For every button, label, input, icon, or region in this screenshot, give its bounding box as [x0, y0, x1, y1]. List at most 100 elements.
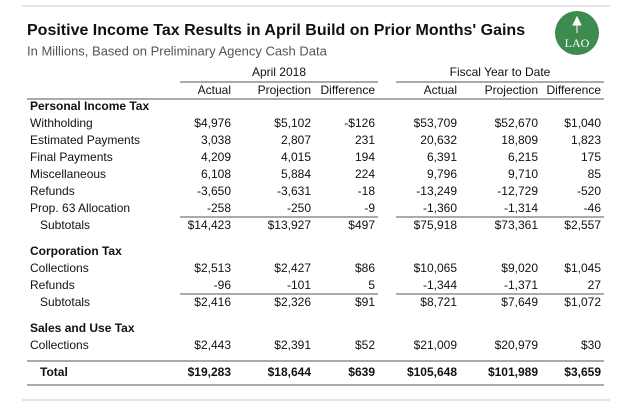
cell: 20,632 [420, 133, 457, 147]
row-label: Collections [30, 261, 89, 275]
cell: -1,344 [423, 278, 457, 292]
cell: $8,721 [420, 295, 457, 309]
cell: $639 [348, 365, 375, 379]
cell: $91 [355, 295, 375, 309]
cell: $2,416 [194, 295, 231, 309]
column-header: Projection [258, 83, 311, 97]
cell: $30 [581, 338, 601, 352]
cell: $7,649 [501, 295, 538, 309]
cell: $19,283 [188, 365, 232, 379]
cell: -101 [287, 278, 311, 292]
section-name: Corporation Tax [30, 244, 122, 258]
cell: $10,065 [414, 261, 458, 275]
logo-icon [572, 15, 582, 33]
cell: 194 [355, 150, 375, 164]
subtitle: In Millions, Based on Preliminary Agency… [27, 43, 328, 58]
cell: $5,102 [274, 116, 311, 130]
cell: 175 [581, 150, 601, 164]
column-group: April 2018 [252, 65, 306, 79]
column-header: Difference [321, 83, 376, 97]
subtotal-label: Subtotals [40, 295, 90, 309]
cell: 6,215 [508, 150, 538, 164]
cell: $2,443 [194, 338, 231, 352]
cell: 4,209 [201, 150, 231, 164]
column-group: Fiscal Year to Date [450, 65, 551, 79]
cell: -13,249 [416, 184, 457, 198]
cell: $53,709 [414, 116, 458, 130]
cell: $1,072 [564, 295, 601, 309]
cell: -1,314 [504, 201, 538, 215]
cell: $13,927 [268, 218, 312, 232]
cell: 3,038 [201, 133, 231, 147]
cell: 1,823 [571, 133, 601, 147]
cell: $2,557 [564, 218, 601, 232]
cell: $1,045 [564, 261, 601, 275]
cell: -3,631 [277, 184, 311, 198]
cell: $21,009 [414, 338, 458, 352]
cell: $2,326 [274, 295, 311, 309]
column-header: Actual [198, 83, 231, 97]
cell: -1,360 [423, 201, 457, 215]
cell: 5,884 [281, 167, 311, 181]
column-header: Difference [547, 83, 602, 97]
cell: $4,976 [194, 116, 231, 130]
cell: $2,513 [194, 261, 231, 275]
cell: $73,361 [495, 218, 539, 232]
cell: 85 [588, 167, 602, 181]
cell: $9,020 [501, 261, 538, 275]
cell: $20,979 [495, 338, 539, 352]
total-label: Total [40, 365, 68, 379]
cell: -12,729 [497, 184, 538, 198]
row-label: Estimated Payments [30, 133, 140, 147]
section-name: Sales and Use Tax [30, 321, 135, 335]
subtotal-label: Subtotals [40, 218, 90, 232]
logo-text: LAO [565, 36, 590, 50]
cell: -3,650 [197, 184, 231, 198]
cell: $52 [355, 338, 375, 352]
cell: 5 [368, 278, 375, 292]
cell: $18,644 [268, 365, 312, 379]
cell: 6,108 [201, 167, 231, 181]
column-header: Actual [424, 83, 457, 97]
row-label: Refunds [30, 278, 75, 292]
cell: -9 [364, 201, 375, 215]
column-header: Projection [485, 83, 538, 97]
cell: -1,371 [504, 278, 538, 292]
row-label: Withholding [30, 116, 93, 130]
cell: -18 [358, 184, 376, 198]
cell: $497 [348, 218, 375, 232]
cell: 9,710 [508, 167, 538, 181]
cell: $101,989 [488, 365, 538, 379]
row-label: Prop. 63 Allocation [30, 201, 130, 215]
cell: 231 [355, 133, 375, 147]
cell: $1,040 [564, 116, 601, 130]
cell: $75,918 [414, 218, 458, 232]
cell: 6,391 [427, 150, 457, 164]
cell: 224 [355, 167, 375, 181]
cell: -96 [214, 278, 232, 292]
cell: -46 [584, 201, 602, 215]
row-label: Miscellaneous [30, 167, 106, 181]
cell: 4,015 [281, 150, 311, 164]
cell: $86 [355, 261, 375, 275]
cell: $3,659 [564, 365, 601, 379]
row-label: Refunds [30, 184, 75, 198]
cell: $14,423 [188, 218, 232, 232]
cell: 27 [588, 278, 602, 292]
cell: $2,427 [274, 261, 311, 275]
row-label: Collections [30, 338, 89, 352]
cell: -258 [207, 201, 231, 215]
cell: 2,807 [281, 133, 311, 147]
section-name: Personal Income Tax [30, 99, 149, 113]
cell: 9,796 [427, 167, 457, 181]
cell: $52,670 [495, 116, 539, 130]
cell: $105,648 [407, 365, 457, 379]
row-label: Final Payments [30, 150, 113, 164]
cell: -$126 [344, 116, 375, 130]
cell: -250 [287, 201, 311, 215]
cell: -520 [577, 184, 601, 198]
cell: $2,391 [274, 338, 311, 352]
title: Positive Income Tax Results in April Bui… [27, 22, 525, 39]
cell: 18,809 [501, 133, 538, 147]
